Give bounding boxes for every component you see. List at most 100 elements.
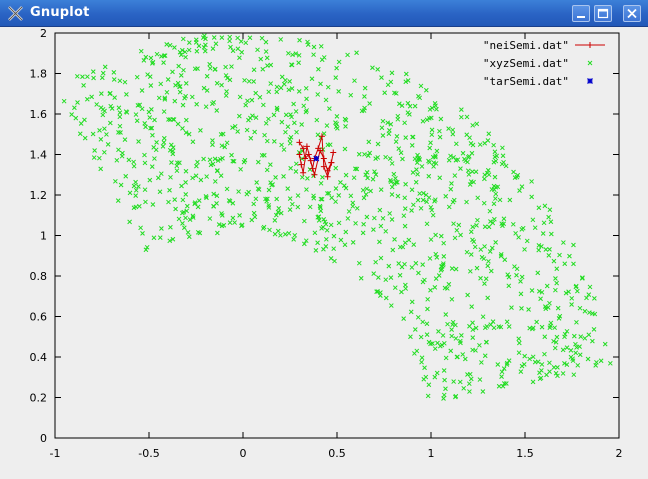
xyz-point [237, 213, 242, 218]
xyz-point [225, 75, 230, 81]
nei-point [324, 167, 331, 174]
y-tick-label: 0.8 [30, 270, 48, 283]
xyz-point [441, 368, 447, 373]
xyz-point [504, 362, 510, 367]
xyz-point [377, 239, 382, 245]
xyz-point [469, 150, 475, 156]
nei-point [309, 165, 316, 172]
close-button[interactable] [623, 5, 641, 22]
xyz-point [127, 219, 132, 225]
xyz-point [485, 138, 491, 143]
xyz-point [401, 213, 407, 219]
title-bar[interactable]: Gnuplot [0, 0, 648, 27]
xyz-point [507, 197, 513, 203]
xyz-point [286, 87, 292, 93]
legend-label: "tarSemi.dat" [483, 75, 569, 88]
xyz-point [429, 127, 435, 133]
nei-point [320, 163, 327, 170]
y-tick-label: 0.4 [30, 351, 48, 364]
xyz-point [264, 167, 270, 173]
xyz-point [281, 147, 287, 152]
xyz-point [527, 356, 532, 362]
xyz-point [248, 135, 254, 141]
xyz-point [532, 225, 538, 231]
xyz-point [539, 324, 545, 330]
xyz-point [159, 226, 164, 231]
xyz-point [598, 358, 604, 364]
xyz-point [97, 128, 102, 133]
xyz-point [413, 260, 419, 266]
xyz-point [574, 288, 580, 294]
xyz-point [329, 195, 335, 201]
xyz-point [536, 243, 542, 248]
xyz-point [281, 81, 287, 87]
xyz-point [325, 84, 331, 90]
xyz-point [251, 79, 257, 84]
xyz-point [113, 178, 118, 184]
xyz-point [468, 252, 474, 257]
xyz-point [578, 334, 584, 339]
xyz-point [123, 109, 129, 114]
xyz-point [307, 167, 313, 172]
xyz-point [470, 224, 476, 230]
xyz-point [561, 240, 566, 245]
xyz-point [478, 275, 483, 281]
xyz-point [136, 184, 141, 189]
xyz-point [311, 44, 317, 50]
xyz-point [367, 101, 372, 106]
xyz-point [417, 157, 423, 162]
xyz-point [371, 271, 377, 276]
xyz-point [249, 97, 255, 103]
xyz-point [388, 177, 393, 183]
xyz-point [438, 233, 444, 239]
xyz-point [264, 138, 270, 144]
xyz-point [500, 383, 506, 389]
xyz-point [499, 161, 505, 167]
xyz-point [180, 126, 185, 131]
xyz-point [544, 372, 549, 378]
xyz-point [399, 289, 404, 295]
xyz-point [579, 276, 585, 281]
xyz-point [490, 220, 496, 226]
xyz-point [293, 109, 299, 114]
xyz-point [296, 88, 302, 94]
xyz-point [243, 40, 249, 46]
plot-canvas[interactable]: -1 -0.5 0 0.5 1 1.5 2 0 0.2 0.4 0.6 0.8 1 1.2 1.4 1.6 1.… [0, 27, 648, 479]
xyz-point [536, 247, 542, 253]
xyz-point [470, 335, 476, 341]
xyz-point [366, 139, 372, 145]
xyz-point [160, 144, 166, 149]
maximize-button[interactable] [594, 5, 612, 22]
y-tick-label: 0.6 [30, 311, 48, 324]
xyz-point [148, 83, 154, 88]
xyz-point [607, 360, 613, 366]
xyz-point [358, 275, 364, 281]
xyz-point [195, 66, 200, 71]
xyz-point [293, 51, 299, 56]
xyz-point [288, 165, 294, 171]
xyz-point [279, 119, 285, 125]
minimize-button[interactable] [572, 5, 590, 22]
xyz-point [227, 38, 232, 44]
gnuplot-app-icon[interactable] [7, 5, 24, 22]
xyz-point [243, 102, 249, 108]
close-icon [627, 8, 637, 19]
xyz-point [283, 129, 288, 135]
xyz-point [230, 200, 236, 206]
xyz-point [278, 37, 284, 42]
xyz-point [235, 129, 241, 134]
xyz-point [356, 260, 362, 266]
xyz-point [211, 100, 217, 105]
xyz-point [433, 154, 438, 160]
xyz-point [292, 232, 298, 238]
xyz-point [301, 241, 307, 247]
xyz-point [547, 325, 553, 330]
xyz-point [488, 268, 494, 274]
xyz-point [292, 120, 297, 126]
xyz-point [560, 347, 566, 353]
xyz-point [107, 120, 113, 126]
xyz-point [575, 362, 581, 368]
xyz-point [74, 73, 80, 79]
xyz-point [85, 74, 90, 80]
xyz-point [333, 75, 339, 80]
